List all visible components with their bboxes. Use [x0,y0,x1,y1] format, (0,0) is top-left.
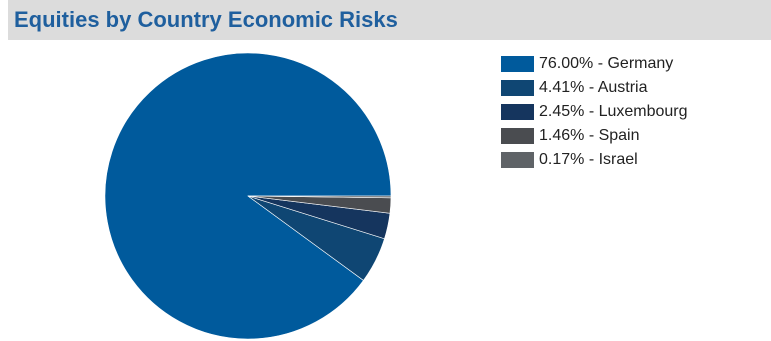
chart-title: Equities by Country Economic Risks [14,7,398,32]
legend-swatch [501,80,534,96]
legend-swatch [501,56,534,72]
legend-item: 4.41% - Austria [501,76,688,100]
legend-label: 76.00% - Germany [539,55,674,72]
legend-swatch [501,128,534,144]
legend-item: 0.17% - Israel [501,148,688,172]
pie-slice [247,195,392,199]
legend-label: 1.46% - Spain [539,127,640,144]
legend-item: 76.00% - Germany [501,52,688,76]
chart-legend: 76.00% - Germany 4.41% - Austria 2.45% - L… [501,52,688,172]
legend-swatch [501,104,534,120]
chart-header: Equities by Country Economic Risks [8,0,771,40]
legend-label: 0.17% - Israel [539,151,638,168]
legend-label: 2.45% - Luxembourg [539,103,688,120]
legend-item: 2.45% - Luxembourg [501,100,688,124]
legend-swatch [501,152,534,168]
legend-label: 4.41% - Austria [539,79,648,96]
pie-slices [104,52,392,340]
legend-item: 1.46% - Spain [501,124,688,148]
